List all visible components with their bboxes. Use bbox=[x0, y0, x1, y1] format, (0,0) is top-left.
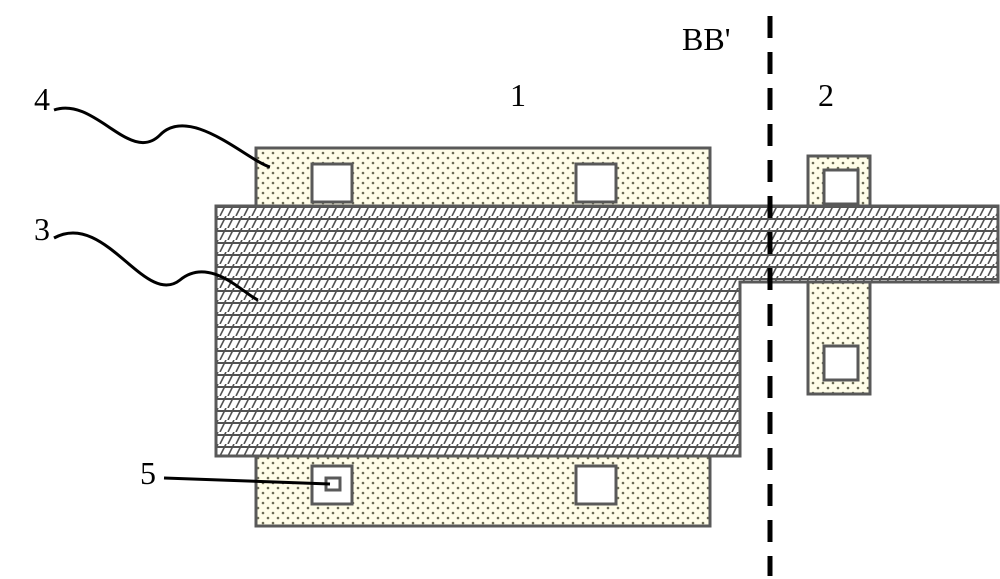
pad-2 bbox=[576, 164, 616, 202]
leader-to-4 bbox=[54, 108, 270, 167]
label-5: 5 bbox=[140, 455, 156, 491]
pad-1 bbox=[312, 164, 352, 202]
diagram-canvas: BB' 1 2 3 4 5 bbox=[0, 0, 1000, 579]
hatched-region bbox=[216, 206, 998, 456]
label-bb: BB' bbox=[682, 21, 730, 57]
label-1: 1 bbox=[510, 77, 526, 113]
pad-4 bbox=[576, 466, 616, 504]
label-2: 2 bbox=[818, 77, 834, 113]
pad-6 bbox=[824, 346, 858, 380]
label-4: 4 bbox=[34, 81, 50, 117]
label-3: 3 bbox=[34, 211, 50, 247]
pad-5 bbox=[824, 170, 858, 204]
